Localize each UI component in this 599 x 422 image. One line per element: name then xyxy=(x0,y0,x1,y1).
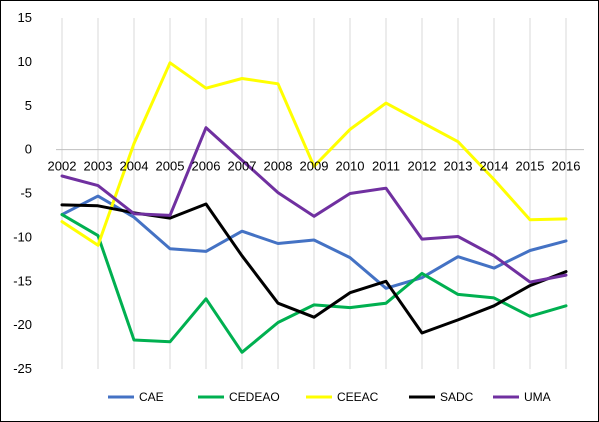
x-tick-label: 2011 xyxy=(372,159,400,174)
series-line-ceeac xyxy=(60,61,568,247)
y-tick-label: -10 xyxy=(13,229,32,244)
y-tick-label: 15 xyxy=(18,10,32,25)
y-tick-label: 10 xyxy=(18,54,32,69)
series-group xyxy=(60,61,568,354)
legend-item-uma: UMA xyxy=(493,390,551,404)
x-tick-label: 2010 xyxy=(336,159,365,174)
x-tick-label: 2005 xyxy=(156,159,185,174)
x-tick-label: 2003 xyxy=(84,159,113,174)
x-tick-label: 2012 xyxy=(408,159,437,174)
series-line-cedeao xyxy=(60,213,568,354)
x-tick-label: 2014 xyxy=(480,159,509,174)
x-tick-label: 2007 xyxy=(228,159,257,174)
y-tick-label: -25 xyxy=(13,361,32,376)
legend-label: CAE xyxy=(139,390,164,404)
legend: CAE CEDEAO CEEAC SADC UMA xyxy=(108,390,551,404)
x-tick-label: 2013 xyxy=(444,159,473,174)
x-axis-tick-labels: 2002 2003 2004 2005 2006 2007 2008 2009 2010 2011… xyxy=(48,159,581,174)
legend-label: SADC xyxy=(440,390,474,404)
legend-label: CEEAC xyxy=(337,390,379,404)
x-tick-label: 2006 xyxy=(192,159,221,174)
y-tick-label: -15 xyxy=(13,273,32,288)
x-tick-label: 2015 xyxy=(516,159,545,174)
x-tick-label: 2016 xyxy=(552,159,581,174)
legend-label: UMA xyxy=(524,390,551,404)
x-tick-label: 2002 xyxy=(48,159,77,174)
legend-item-cae: CAE xyxy=(108,390,164,404)
legend-item-cedeao: CEDEAO xyxy=(198,390,280,404)
legend-label: CEDEAO xyxy=(229,390,280,404)
y-tick-label: 5 xyxy=(25,98,32,113)
x-tick-label: 2008 xyxy=(264,159,293,174)
y-tick-label: 0 xyxy=(25,142,32,157)
x-tick-label: 2009 xyxy=(300,159,329,174)
series-line-cae xyxy=(60,194,568,290)
legend-item-ceeac: CEEAC xyxy=(306,390,379,404)
y-tick-label: -20 xyxy=(13,317,32,332)
y-axis-tick-labels: 15 10 5 0 -5 -10 -15 -20 -25 xyxy=(13,10,32,376)
series-line-uma xyxy=(60,126,568,284)
x-tick-label: 2004 xyxy=(120,159,149,174)
legend-item-sadc: SADC xyxy=(409,390,474,404)
y-tick-label: -5 xyxy=(20,186,32,201)
